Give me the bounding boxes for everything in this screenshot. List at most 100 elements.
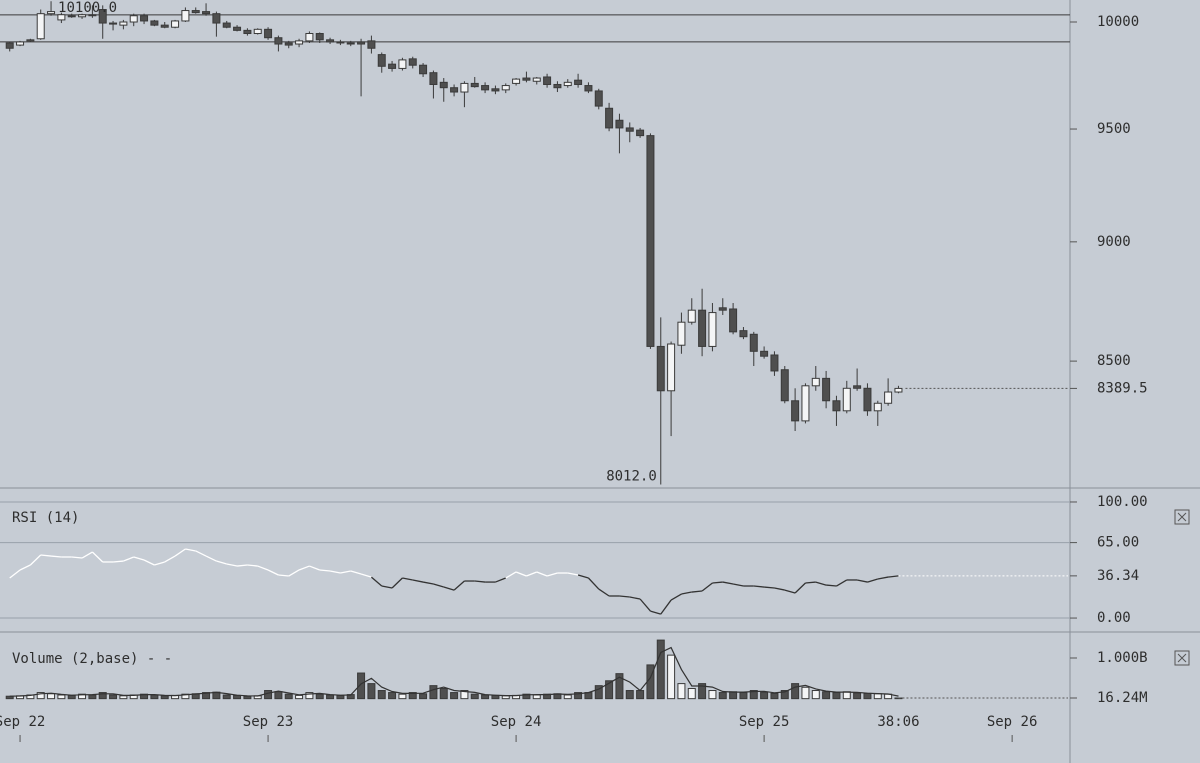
x-tick-label: Sep 26 (987, 714, 1038, 730)
last-volume-label: 16.24M (1097, 690, 1148, 706)
candle-body (574, 79, 583, 85)
volume-bar (708, 690, 717, 700)
candle-body (67, 15, 76, 18)
volume-bar (57, 694, 66, 700)
candle-body (832, 400, 841, 412)
candle-countdown: 38:06 (877, 714, 919, 730)
rsi-segment (546, 572, 558, 577)
rsi-segment (205, 555, 217, 562)
rsi-title: RSI (14) (12, 510, 79, 526)
rsi-segment (794, 582, 806, 594)
volume-bar (615, 673, 624, 700)
candle-body (450, 87, 459, 93)
candle-body (543, 76, 552, 85)
rsi-segment (278, 574, 289, 577)
button-box[interactable] (1174, 650, 1190, 666)
close-volume-button[interactable] (1174, 650, 1190, 666)
volume-bar (202, 692, 211, 700)
volume-ma-line (9, 646, 899, 697)
volume-bar (357, 672, 366, 700)
rsi-segment (650, 610, 661, 615)
candle-body (439, 81, 448, 89)
candle-body (346, 42, 355, 45)
volume-bar (677, 683, 686, 700)
volume-bar (501, 695, 510, 700)
candle-body (88, 14, 97, 17)
candle-body (460, 82, 469, 93)
volume-bar (98, 692, 107, 700)
rsi-segment (815, 581, 827, 586)
candle-body (791, 400, 800, 422)
rsi-segment (143, 559, 155, 566)
volume-bar (377, 690, 386, 700)
candle-body (284, 42, 293, 46)
volume-bar (873, 693, 882, 700)
rsi-segment (753, 585, 765, 588)
candle-body (729, 308, 738, 333)
candle-body (233, 26, 242, 31)
candle-body (377, 54, 386, 67)
rsi-segment (691, 590, 703, 593)
candle-body (594, 90, 603, 107)
candle-body (398, 59, 407, 69)
candle-body (57, 14, 66, 21)
volume-bar (181, 693, 190, 700)
rsi-segment (319, 569, 331, 572)
volume-bar (36, 692, 45, 700)
y-tick-label: 9500 (1097, 121, 1131, 137)
candle-body (5, 42, 14, 49)
rsi-segment (433, 583, 444, 588)
rsi-segment (123, 556, 134, 562)
rsi-segment (619, 595, 630, 598)
volume-bar (367, 683, 376, 700)
candle-body (563, 81, 572, 87)
candle-body (129, 15, 138, 23)
rsi-segment (877, 576, 889, 580)
candle-body (491, 88, 500, 92)
candle-body (780, 369, 789, 402)
volume-bar (305, 692, 314, 700)
volume-bar (811, 690, 820, 700)
candle-body (718, 307, 727, 311)
candle-body (811, 377, 820, 387)
button-icon[interactable] (1177, 512, 1187, 522)
candle-body (470, 82, 479, 88)
volume-bar (729, 691, 738, 700)
volume-bar (574, 692, 583, 700)
rsi-segment (164, 555, 176, 563)
rsi-segment (598, 588, 610, 597)
candle-body (388, 63, 397, 69)
candle-body (615, 119, 624, 129)
volume-bar (822, 691, 831, 700)
rsi-segment (370, 576, 383, 587)
candle-body (326, 39, 335, 43)
volume-bar (646, 664, 655, 700)
rsi-segment (515, 571, 527, 577)
candle-body (419, 64, 428, 75)
candle-body (16, 41, 25, 46)
rsi-segment (495, 577, 506, 583)
button-box[interactable] (1174, 509, 1190, 525)
volume-bar (532, 694, 541, 700)
rsi-segment (19, 564, 31, 571)
candle-body (760, 350, 769, 357)
button-icon[interactable] (1177, 653, 1187, 663)
volume-bar (853, 692, 862, 700)
rsi-segment (360, 573, 372, 578)
rsi-segment (195, 550, 207, 557)
volume-bar (88, 694, 97, 700)
volume-bar (450, 692, 459, 700)
candle-body (150, 20, 159, 26)
candle-body (202, 11, 211, 15)
candle-body (625, 127, 634, 132)
y-tick-label: 9000 (1097, 234, 1131, 250)
candle-body (656, 345, 665, 392)
volume-bar (119, 695, 128, 700)
rsi-segment (505, 571, 517, 579)
rsi-segment (701, 582, 713, 592)
volume-bar (687, 687, 696, 700)
close-rsi-button[interactable] (1174, 509, 1190, 525)
candle-body (26, 39, 35, 42)
candle-body (512, 78, 521, 84)
